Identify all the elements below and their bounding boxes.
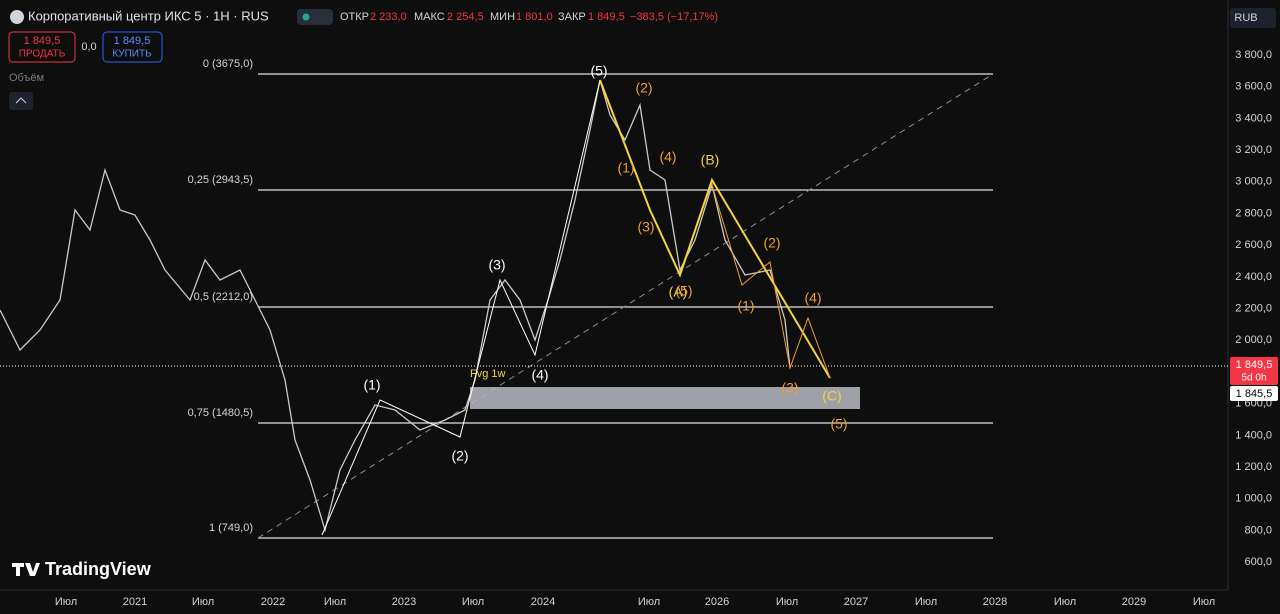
wave-label: (B): [701, 152, 720, 168]
countdown: 5d 0h: [1241, 373, 1266, 384]
price-tick-label: 3 000,0: [1235, 176, 1272, 188]
wave-label: (5): [590, 63, 607, 79]
wave-label: (A): [669, 284, 688, 300]
wave-count: [599, 79, 831, 379]
price-tick-label: 1 400,0: [1235, 429, 1272, 441]
fib-label: 0,5 (2212,0): [194, 291, 253, 303]
time-tick-label: Июл: [324, 596, 346, 608]
sell-label[interactable]: ПРОДАТЬ: [19, 49, 66, 60]
wave-label: (2): [451, 448, 468, 464]
collapse-icon: [15, 97, 27, 104]
last-price: 1 849,5: [1236, 359, 1273, 371]
ohlc-label: МИН: [490, 11, 515, 23]
time-tick-label: Июл: [55, 596, 77, 608]
sell-price[interactable]: 1 849,5: [24, 35, 61, 47]
wave-label: (5): [675, 283, 692, 299]
price-tick-label: 2 800,0: [1235, 207, 1272, 219]
ohlc-value: 1 849,5: [588, 11, 625, 23]
fib-label: 0,75 (1480,5): [188, 407, 253, 419]
ohlc-value: 2 233,0: [370, 11, 407, 23]
wave-count: [321, 79, 601, 536]
time-tick-label: 2027: [844, 596, 868, 608]
time-tick-label: Июл: [192, 596, 214, 608]
price-tick-label: 2 400,0: [1235, 271, 1272, 283]
currency-button[interactable]: [1230, 8, 1276, 28]
price-tick-label: 3 200,0: [1235, 144, 1272, 156]
currency[interactable]: RUB: [1234, 12, 1257, 24]
collapse-button[interactable]: [9, 92, 33, 110]
time-tick-label: 2021: [123, 596, 147, 608]
time-tick-label: 2023: [392, 596, 416, 608]
bid-price: 1 845,5: [1236, 388, 1273, 400]
price-history: [0, 79, 791, 533]
time-tick-label: Июл: [1054, 596, 1076, 608]
wave-label: (2): [635, 80, 652, 96]
bid-price-box: [1230, 386, 1278, 401]
last-price-box: [1230, 357, 1278, 385]
zone-label: Fvg 1w: [470, 368, 506, 380]
fib-label: 1 (749,0): [209, 522, 253, 534]
price-tick-label: 3 800,0: [1235, 49, 1272, 61]
brand-logo: [12, 563, 40, 576]
fib-label: 0 (3675,0): [203, 58, 253, 70]
wave-label: (2): [763, 235, 780, 251]
trend-line: [257, 73, 994, 539]
fib-label: 0,25 (2943,5): [188, 174, 253, 186]
wave-label: (4): [659, 149, 676, 165]
symbol-logo: [10, 10, 24, 24]
wave-label: (1): [617, 160, 634, 176]
price-tick-label: 3 600,0: [1235, 81, 1272, 93]
time-tick-label: Июл: [776, 596, 798, 608]
wave-label: (1): [737, 298, 754, 314]
buy-price[interactable]: 1 849,5: [114, 35, 151, 47]
wave-label: (3): [637, 219, 654, 235]
wave-label: (5): [830, 416, 847, 432]
sell-button[interactable]: [8, 31, 76, 63]
volume-label: Объём: [9, 72, 44, 84]
time-axis: Июл 2021 Июл 2022 Июл 2023 Июл 2024 Июл 2026 Июл 20…: [55, 596, 1215, 608]
time-tick-label: 2026: [705, 596, 729, 608]
fvg-zone: [470, 387, 860, 409]
ohlc-change: −383,5 (−17,17%): [630, 11, 718, 23]
ohlc-label: МАКС: [414, 11, 445, 23]
ohlc-label: ОТКР: [340, 11, 369, 23]
wave-label: (3): [781, 380, 798, 396]
price-tick-label: 3 400,0: [1235, 112, 1272, 124]
status-badge: [297, 9, 333, 25]
time-tick-label: 2024: [531, 596, 555, 608]
time-tick-label: Июл: [1193, 596, 1215, 608]
ohlc-label: ЗАКР: [558, 11, 586, 23]
price-tick-label: 1 000,0: [1235, 493, 1272, 505]
time-tick-label: 2029: [1122, 596, 1146, 608]
time-tick-label: 2028: [983, 596, 1007, 608]
spread: 0,0: [81, 41, 96, 53]
brand: TradingView: [45, 559, 152, 579]
price-tick-label: 600,0: [1244, 556, 1272, 568]
time-tick-label: Июл: [915, 596, 937, 608]
time-tick-label: 2022: [261, 596, 285, 608]
wave-label: (3): [488, 257, 505, 273]
fib-levels: 0 (3675,0) 0,25 (2943,5) 0,5 (2212,0) 0,75 …: [188, 58, 993, 539]
wave-count: [711, 184, 831, 379]
price-tick-label: 2 200,0: [1235, 303, 1272, 315]
price-tick-label: 1 200,0: [1235, 461, 1272, 473]
price-tick-label: 2 600,0: [1235, 239, 1272, 251]
wave-label: (4): [531, 367, 548, 383]
wave-label: (1): [363, 377, 380, 393]
symbol: Корпоративный центр ИКС 5 · 1Н · RUS: [28, 8, 269, 23]
status-dot: [302, 13, 310, 21]
buy-label[interactable]: КУПИТЬ: [112, 49, 152, 60]
time-tick-label: Июл: [638, 596, 660, 608]
ohlc-value: 2 254,5: [447, 11, 484, 23]
buy-button[interactable]: [102, 31, 163, 63]
wave-label: (4): [804, 290, 821, 306]
time-tick-label: Июл: [462, 596, 484, 608]
price-tick-label: 800,0: [1244, 524, 1272, 536]
price-tick-label: 2 000,0: [1235, 334, 1272, 346]
wave-label: (C): [822, 388, 841, 404]
ohlc-value: 1 801,0: [516, 11, 553, 23]
